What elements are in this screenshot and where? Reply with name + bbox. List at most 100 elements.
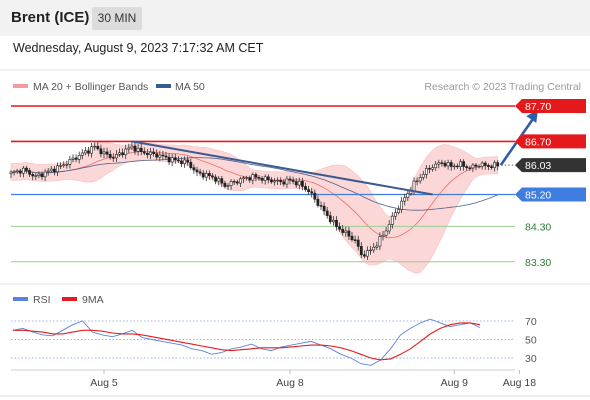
candle-body — [211, 175, 214, 178]
candle-body — [25, 167, 28, 171]
candle-body — [319, 205, 323, 207]
level-tag-label-86.70: 86.70 — [525, 136, 551, 148]
candle-body — [201, 172, 205, 178]
candle-body — [87, 150, 90, 154]
candle-body — [421, 174, 425, 178]
rsi-tick-30: 30 — [525, 353, 537, 365]
candle-body — [288, 178, 292, 181]
candle-body — [149, 151, 152, 155]
level-tag-87.70 — [515, 99, 586, 113]
candle-body — [239, 178, 242, 184]
candle-body — [21, 167, 25, 174]
candle-body — [331, 219, 335, 223]
candle-body — [412, 180, 416, 192]
candle-body — [74, 157, 78, 160]
rsi-tick-70: 70 — [525, 316, 537, 328]
candle-body — [229, 181, 233, 186]
candle-body — [220, 178, 224, 184]
candle-body — [366, 250, 369, 257]
candle-body — [251, 174, 255, 181]
level-tags: 87.70 86.70 86.03 85.20 84.30 83.30 — [515, 99, 586, 269]
candle-body — [335, 219, 338, 227]
candle-body — [124, 148, 128, 156]
candle-body — [381, 234, 385, 237]
candle-body — [217, 178, 221, 182]
ma20-line — [10, 151, 498, 239]
candle-body — [195, 169, 199, 173]
candle-body — [71, 157, 75, 160]
candle-body — [31, 174, 35, 177]
x-tick-label: Aug 9 — [441, 377, 469, 389]
candle-body — [350, 235, 354, 241]
x-axis: Aug 5 Aug 8 Aug 9 Aug 18 — [90, 370, 536, 389]
candle-body — [111, 157, 115, 159]
candle-body — [452, 165, 456, 168]
candle-body — [49, 168, 53, 172]
candle-body — [65, 164, 69, 166]
candle-body — [198, 171, 202, 174]
legend-swatch-ma50 — [156, 84, 171, 88]
candle-body — [186, 159, 190, 163]
level-tag-label-85.20: 85.20 — [525, 190, 551, 202]
candle-body — [43, 171, 47, 178]
candle-body — [344, 230, 348, 233]
candle-body — [424, 168, 428, 175]
legend-label-bollinger: MA 20 + Bollinger Bands — [33, 81, 148, 93]
candle-body — [465, 166, 469, 169]
candle-body — [242, 177, 245, 180]
candle-body — [431, 167, 435, 170]
candle-body — [310, 191, 314, 194]
candle-body — [282, 181, 286, 185]
candle-body — [462, 161, 466, 167]
ma50-line — [10, 157, 498, 211]
legend-swatch-bollinger — [13, 84, 28, 88]
candle-body — [102, 151, 106, 155]
candle-body — [474, 164, 478, 167]
candle-body — [146, 152, 149, 155]
candle-body — [84, 150, 87, 154]
candle-body — [490, 166, 493, 169]
candle-body — [214, 176, 218, 182]
candle-body — [384, 230, 388, 236]
candle-body — [328, 215, 332, 223]
candle-body — [483, 162, 487, 166]
candle-body — [177, 159, 180, 162]
candle-body — [387, 224, 391, 232]
candles — [9, 141, 500, 260]
candle-body — [378, 236, 382, 247]
candle-body — [18, 170, 22, 174]
candle-body — [273, 180, 276, 183]
candle-body — [415, 180, 419, 183]
level-tag-label-87.70: 87.70 — [525, 101, 551, 113]
candle-body — [300, 180, 304, 187]
candle-body — [347, 230, 351, 237]
candle-body — [93, 145, 97, 148]
candle-body — [158, 154, 162, 158]
legend-label-rsi-ma: 9MA — [82, 294, 104, 306]
candle-body — [297, 180, 301, 186]
candle-body — [316, 198, 320, 206]
candle-body — [118, 152, 121, 155]
candle-body — [68, 159, 72, 165]
candle-body — [204, 173, 208, 178]
candle-body — [248, 177, 252, 181]
rsi-line — [12, 318, 481, 366]
candle-body — [52, 168, 56, 173]
candle-body — [372, 246, 376, 251]
candle-body — [369, 249, 373, 252]
candle-body — [127, 147, 131, 150]
candle-body — [390, 215, 394, 225]
timeframe-badge[interactable]: 30 MIN — [92, 7, 142, 30]
candle-body — [170, 157, 174, 163]
candle-body — [105, 151, 109, 155]
candle-body — [313, 192, 317, 200]
rsi-tick-50: 50 — [525, 335, 537, 347]
candle-body — [443, 162, 447, 167]
candle-body — [77, 155, 81, 160]
candle-body — [397, 209, 400, 213]
candle-body — [418, 177, 422, 182]
candle-body — [440, 162, 444, 164]
trendline — [131, 140, 433, 196]
candle-body — [173, 157, 177, 161]
candle-body — [62, 164, 66, 166]
